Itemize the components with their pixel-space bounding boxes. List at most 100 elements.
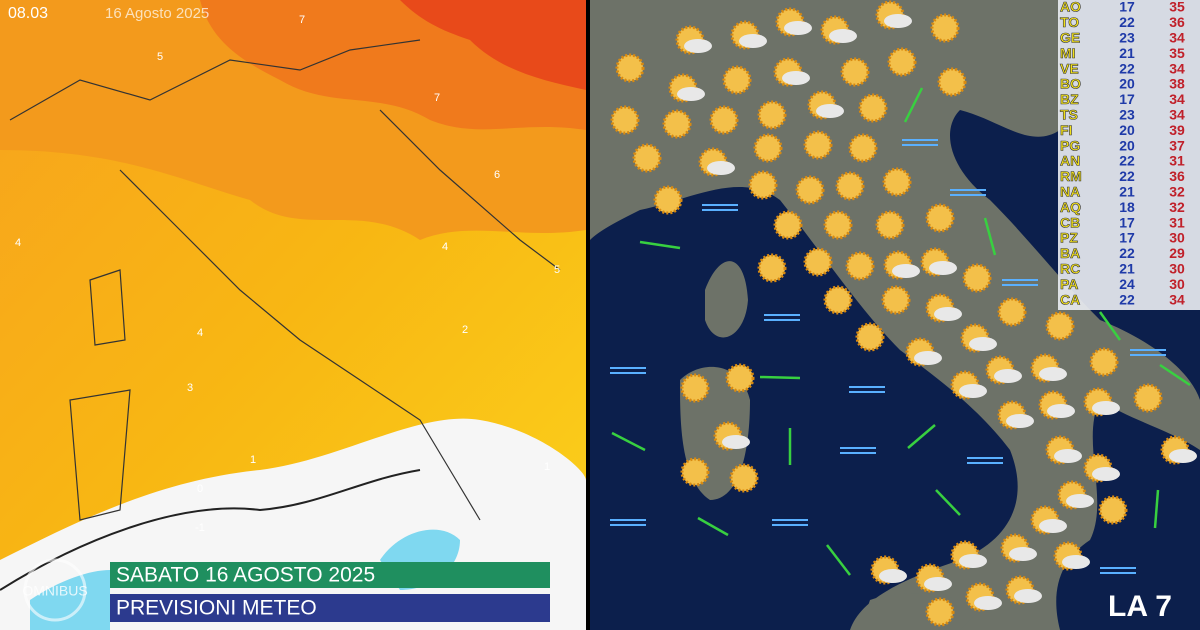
city-code: AQ bbox=[1060, 199, 1081, 215]
sun-icon bbox=[757, 100, 787, 130]
max-temp: 34 bbox=[1169, 60, 1185, 76]
wind-arrow bbox=[1153, 489, 1160, 529]
min-temp: 22 bbox=[1119, 153, 1135, 169]
city-code: TS bbox=[1060, 107, 1078, 123]
cloud-icon bbox=[884, 14, 912, 28]
cloud-icon bbox=[914, 351, 942, 365]
sun-icon bbox=[773, 210, 803, 240]
sun-icon bbox=[840, 57, 870, 87]
cloud-icon bbox=[677, 87, 705, 101]
wave-icon bbox=[1100, 567, 1136, 574]
banner-date: SABATO 16 AGOSTO 2025 bbox=[116, 564, 375, 587]
min-temp: 17 bbox=[1119, 214, 1135, 230]
max-temp: 30 bbox=[1169, 230, 1185, 246]
max-temp: 34 bbox=[1169, 91, 1185, 107]
weather-map bbox=[590, 0, 1200, 630]
contour-label: 1 bbox=[250, 454, 256, 466]
wave-icon bbox=[950, 189, 986, 196]
sun-icon bbox=[925, 597, 955, 627]
contour-label: 4 bbox=[15, 237, 21, 249]
land bbox=[590, 0, 1200, 630]
cloud-icon bbox=[969, 337, 997, 351]
sun-icon bbox=[1045, 311, 1075, 341]
cloud-icon bbox=[784, 21, 812, 35]
cloud-icon bbox=[782, 71, 810, 85]
min-temp: 21 bbox=[1119, 184, 1135, 200]
contour-label: 4 bbox=[442, 241, 448, 253]
sun-icon bbox=[858, 93, 888, 123]
contour-label: -1 bbox=[195, 522, 205, 534]
channel-logo: LA 7 bbox=[1108, 590, 1172, 623]
wave-icon bbox=[967, 457, 1003, 464]
contour-label: 3 bbox=[187, 382, 193, 394]
city-code: FI bbox=[1060, 122, 1072, 138]
sun-icon bbox=[1098, 495, 1128, 525]
sun-icon bbox=[882, 167, 912, 197]
max-temp: 34 bbox=[1169, 30, 1185, 46]
sun-icon bbox=[930, 13, 960, 43]
show-logo: OMNIBUS bbox=[22, 583, 87, 599]
cloud-icon bbox=[1092, 467, 1120, 481]
sun-icon bbox=[803, 130, 833, 160]
min-temp: 22 bbox=[1119, 14, 1135, 30]
contour-label: 7 bbox=[299, 14, 305, 26]
city-code: BO bbox=[1060, 76, 1081, 92]
weather-icons bbox=[610, 0, 1197, 627]
min-temp: 20 bbox=[1119, 76, 1135, 92]
max-temp: 31 bbox=[1169, 153, 1185, 169]
city-code: VE bbox=[1060, 60, 1079, 76]
cloud-icon bbox=[684, 39, 712, 53]
max-temp: 35 bbox=[1169, 0, 1185, 15]
contour-labels: 7 5 7 6 5 4 4 4 3 2 1 1 0 -1 bbox=[15, 14, 560, 534]
sun-icon bbox=[803, 247, 833, 277]
cloud-icon bbox=[934, 307, 962, 321]
max-temp: 39 bbox=[1169, 122, 1185, 138]
city-code: BZ bbox=[1060, 91, 1079, 107]
max-temp: 30 bbox=[1169, 261, 1185, 277]
min-temp: 17 bbox=[1119, 230, 1135, 246]
wind-arrow bbox=[903, 87, 924, 123]
sun-icon bbox=[680, 457, 710, 487]
city-code: TO bbox=[1060, 14, 1079, 30]
city-code: RM bbox=[1060, 168, 1082, 184]
cloud-icon bbox=[974, 596, 1002, 610]
wave-icon bbox=[840, 447, 876, 454]
cloud-icon bbox=[1047, 404, 1075, 418]
contour-label: 1 bbox=[544, 461, 550, 473]
contour-label: 2 bbox=[462, 324, 468, 336]
banner-title-bg bbox=[110, 594, 550, 622]
cloud-icon bbox=[959, 554, 987, 568]
time: 08.03 bbox=[8, 5, 48, 22]
city-code: PA bbox=[1060, 276, 1078, 292]
city-code: CB bbox=[1060, 214, 1080, 230]
table-bg bbox=[1058, 0, 1200, 310]
min-temp: 23 bbox=[1119, 30, 1135, 46]
sun-icon bbox=[875, 210, 905, 240]
cloud-icon bbox=[1009, 547, 1037, 561]
min-temp: 20 bbox=[1119, 137, 1135, 153]
cloud-icon bbox=[1054, 449, 1082, 463]
sun-icon bbox=[962, 263, 992, 293]
sun-icon bbox=[823, 210, 853, 240]
sun-icon bbox=[925, 203, 955, 233]
zone-cyan bbox=[30, 529, 460, 630]
cloud-icon bbox=[994, 369, 1022, 383]
wind-arrow bbox=[1098, 311, 1122, 341]
sun-icon bbox=[823, 285, 853, 315]
city-code: GE bbox=[1060, 30, 1080, 46]
min-temp: 22 bbox=[1119, 291, 1135, 307]
contour-label: 5 bbox=[157, 51, 163, 63]
cloud-icon bbox=[829, 29, 857, 43]
sun-icon bbox=[937, 67, 967, 97]
sun-icon bbox=[680, 373, 710, 403]
sun-icon bbox=[748, 170, 778, 200]
sun-icon bbox=[757, 253, 787, 283]
sun-icon bbox=[835, 171, 865, 201]
min-temp: 17 bbox=[1119, 91, 1135, 107]
cloud-icon bbox=[1092, 401, 1120, 415]
city-code: PZ bbox=[1060, 230, 1078, 246]
wave-icon bbox=[702, 204, 738, 211]
min-temp: 22 bbox=[1119, 245, 1135, 261]
max-temp: 34 bbox=[1169, 107, 1185, 123]
